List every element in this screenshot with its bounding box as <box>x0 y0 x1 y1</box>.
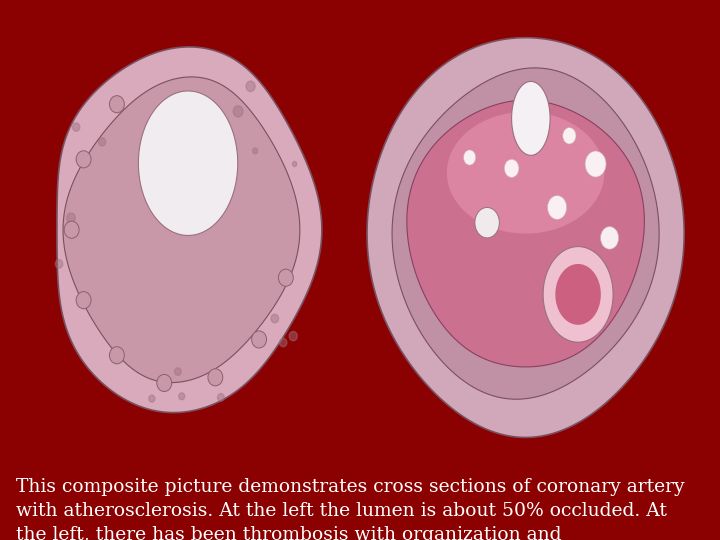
Polygon shape <box>407 100 644 367</box>
Polygon shape <box>555 264 600 325</box>
Circle shape <box>563 127 576 144</box>
Circle shape <box>67 213 76 222</box>
Polygon shape <box>63 77 300 383</box>
Circle shape <box>475 207 500 238</box>
Circle shape <box>251 331 266 348</box>
Circle shape <box>157 374 171 392</box>
Circle shape <box>109 96 125 113</box>
Circle shape <box>292 161 297 166</box>
Circle shape <box>547 195 567 219</box>
Polygon shape <box>57 47 322 413</box>
Circle shape <box>109 347 125 364</box>
Circle shape <box>271 314 279 323</box>
Circle shape <box>585 151 606 177</box>
Circle shape <box>175 368 181 375</box>
Circle shape <box>99 138 106 146</box>
Polygon shape <box>392 68 659 399</box>
Circle shape <box>208 369 222 386</box>
Text: This composite picture demonstrates cross sections of coronary artery
with ather: This composite picture demonstrates cros… <box>16 478 685 540</box>
Circle shape <box>233 106 243 117</box>
Polygon shape <box>512 82 550 156</box>
Circle shape <box>246 81 255 91</box>
Polygon shape <box>138 91 238 235</box>
Circle shape <box>76 292 91 309</box>
Circle shape <box>600 227 618 249</box>
Circle shape <box>504 159 519 178</box>
Circle shape <box>464 150 476 165</box>
Circle shape <box>149 395 155 402</box>
Circle shape <box>64 221 79 238</box>
Circle shape <box>73 123 80 131</box>
Circle shape <box>279 338 287 347</box>
Circle shape <box>179 393 185 400</box>
Circle shape <box>253 148 258 154</box>
Circle shape <box>289 332 297 341</box>
Circle shape <box>55 260 63 268</box>
Polygon shape <box>543 247 613 342</box>
Circle shape <box>217 394 224 401</box>
Circle shape <box>279 269 293 286</box>
Circle shape <box>76 151 91 168</box>
Polygon shape <box>367 38 684 437</box>
Polygon shape <box>447 112 604 233</box>
